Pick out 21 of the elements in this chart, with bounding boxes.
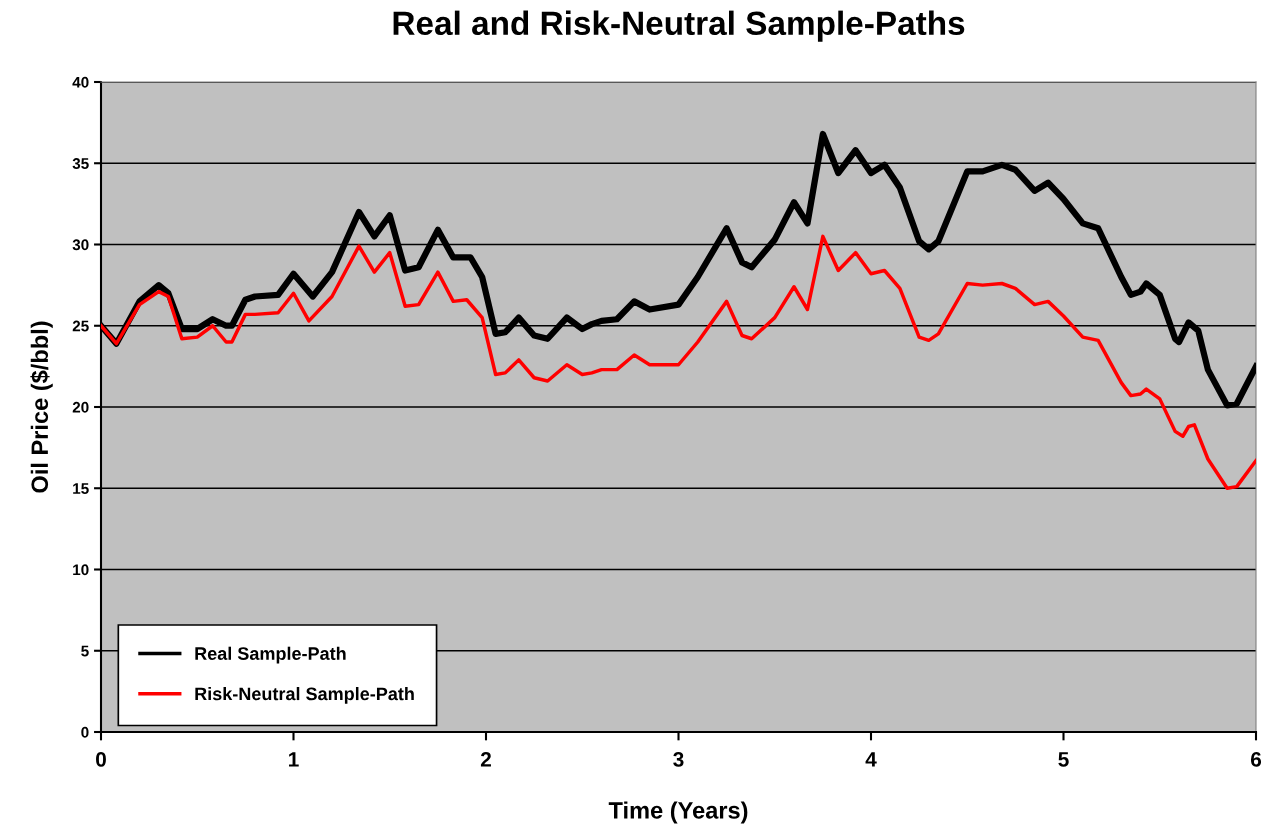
x-tick-label: 5 xyxy=(1058,752,1069,767)
y-tick-label: 30 xyxy=(72,239,89,251)
y-tick-label: 5 xyxy=(81,645,89,657)
legend-label: Risk-Neutral Sample-Path xyxy=(195,687,414,704)
x-tick-label: 2 xyxy=(480,751,491,767)
x-tick-label: 4 xyxy=(865,752,877,767)
x-tick-label: 0 xyxy=(96,751,106,767)
y-tick-label: 20 xyxy=(72,401,89,413)
y-tick-label: 40 xyxy=(72,76,89,88)
y-axis-title: Oil Price ($/bbl) xyxy=(30,321,53,493)
legend-label: Real Sample-Path xyxy=(195,646,346,664)
x-tick-label: 6 xyxy=(1250,751,1262,767)
y-tick-label: 10 xyxy=(73,564,89,576)
x-axis-title: Time (Years) xyxy=(608,801,748,824)
x-tick-label: 1 xyxy=(289,752,299,767)
y-tick-label: 35 xyxy=(72,158,89,169)
y-tick-label: 15 xyxy=(73,483,89,494)
y-tick-label: 25 xyxy=(72,320,89,332)
y-tick-label: 0 xyxy=(81,726,89,738)
x-tick-label: 3 xyxy=(673,751,684,767)
chart-title: Real and Risk-Neutral Sample-Paths xyxy=(393,10,965,42)
